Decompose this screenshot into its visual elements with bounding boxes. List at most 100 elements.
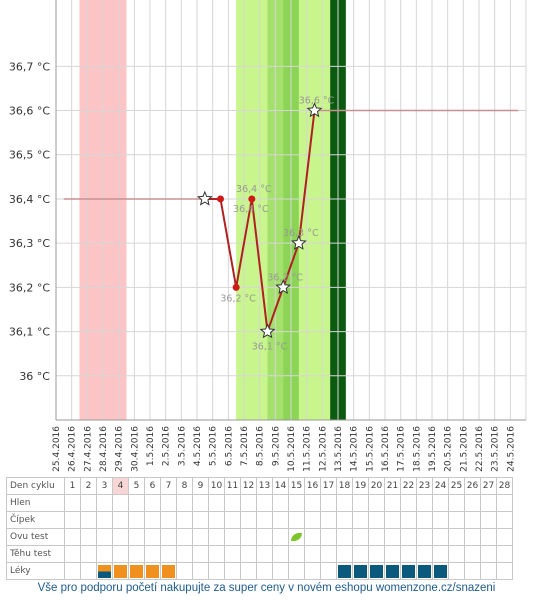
day-cell[interactable] <box>160 528 177 546</box>
day-cell[interactable]: 12 <box>240 477 257 495</box>
day-cell[interactable] <box>304 562 321 580</box>
day-cell[interactable]: 17 <box>320 477 337 495</box>
day-cell[interactable] <box>336 511 353 529</box>
day-cell[interactable] <box>256 528 273 546</box>
day-cell[interactable] <box>480 545 497 563</box>
day-cell[interactable] <box>208 494 225 512</box>
day-cell[interactable] <box>480 511 497 529</box>
day-cell[interactable] <box>112 528 129 546</box>
day-cell[interactable]: 22 <box>400 477 417 495</box>
day-cell[interactable] <box>448 562 465 580</box>
day-cell[interactable]: 16 <box>304 477 321 495</box>
day-cell[interactable]: 26 <box>464 477 481 495</box>
day-cell[interactable]: 8 <box>176 477 193 495</box>
day-cell[interactable] <box>64 545 81 563</box>
day-cell[interactable] <box>96 562 113 580</box>
day-cell[interactable] <box>464 528 481 546</box>
day-cell[interactable] <box>400 511 417 529</box>
day-cell[interactable] <box>272 545 289 563</box>
day-cell[interactable] <box>432 545 449 563</box>
day-cell[interactable] <box>304 545 321 563</box>
day-cell[interactable] <box>464 511 481 529</box>
day-cell[interactable] <box>224 562 241 580</box>
day-cell[interactable]: 1 <box>64 477 81 495</box>
day-cell[interactable] <box>128 494 145 512</box>
day-cell[interactable] <box>64 511 81 529</box>
day-cell[interactable] <box>80 511 97 529</box>
day-cell[interactable] <box>192 562 209 580</box>
day-cell[interactable]: 10 <box>208 477 225 495</box>
day-cell[interactable] <box>192 494 209 512</box>
day-cell[interactable]: 9 <box>192 477 209 495</box>
day-cell[interactable] <box>496 562 513 580</box>
day-cell[interactable] <box>384 562 401 580</box>
day-cell[interactable] <box>224 545 241 563</box>
day-cell[interactable] <box>224 494 241 512</box>
day-cell[interactable] <box>288 494 305 512</box>
day-cell[interactable] <box>448 511 465 529</box>
day-cell[interactable] <box>240 511 257 529</box>
day-cell[interactable]: 27 <box>480 477 497 495</box>
day-cell[interactable] <box>320 545 337 563</box>
day-cell[interactable] <box>400 562 417 580</box>
day-cell[interactable] <box>256 545 273 563</box>
day-cell[interactable]: 21 <box>384 477 401 495</box>
day-cell[interactable] <box>128 562 145 580</box>
day-cell[interactable] <box>496 545 513 563</box>
day-cell[interactable] <box>336 494 353 512</box>
day-cell[interactable] <box>96 494 113 512</box>
day-cell[interactable]: 7 <box>160 477 177 495</box>
day-cell[interactable] <box>320 562 337 580</box>
day-cell[interactable] <box>416 528 433 546</box>
day-cell[interactable] <box>240 562 257 580</box>
day-cell[interactable] <box>192 511 209 529</box>
day-cell[interactable] <box>320 511 337 529</box>
day-cell[interactable] <box>352 494 369 512</box>
day-cell[interactable] <box>368 528 385 546</box>
day-cell[interactable] <box>64 562 81 580</box>
day-cell[interactable] <box>384 545 401 563</box>
day-cell[interactable] <box>432 511 449 529</box>
day-cell[interactable] <box>176 528 193 546</box>
day-cell[interactable] <box>144 494 161 512</box>
day-cell[interactable] <box>320 494 337 512</box>
day-cell[interactable]: 14 <box>272 477 289 495</box>
day-cell[interactable] <box>400 528 417 546</box>
day-cell[interactable] <box>480 494 497 512</box>
day-cell[interactable] <box>288 562 305 580</box>
day-cell[interactable] <box>208 562 225 580</box>
day-cell[interactable] <box>368 545 385 563</box>
day-cell[interactable] <box>400 494 417 512</box>
day-cell[interactable] <box>384 528 401 546</box>
day-cell[interactable] <box>432 494 449 512</box>
day-cell[interactable] <box>80 545 97 563</box>
day-cell[interactable]: 15 <box>288 477 305 495</box>
day-cell[interactable]: 20 <box>368 477 385 495</box>
day-cell[interactable] <box>224 511 241 529</box>
day-cell[interactable] <box>256 494 273 512</box>
day-cell[interactable] <box>496 528 513 546</box>
day-cell[interactable] <box>384 511 401 529</box>
day-cell[interactable] <box>352 545 369 563</box>
day-cell[interactable] <box>160 545 177 563</box>
day-cell[interactable] <box>128 528 145 546</box>
day-cell[interactable] <box>384 494 401 512</box>
footer-link[interactable]: Vše pro podporu početí nakupujte za supe… <box>37 582 496 594</box>
day-cell[interactable]: 11 <box>224 477 241 495</box>
day-cell[interactable] <box>464 562 481 580</box>
day-cell[interactable] <box>432 528 449 546</box>
day-cell[interactable] <box>128 511 145 529</box>
day-cell[interactable]: 2 <box>80 477 97 495</box>
day-cell[interactable] <box>400 545 417 563</box>
day-cell[interactable] <box>272 528 289 546</box>
day-cell[interactable] <box>112 545 129 563</box>
day-cell[interactable] <box>416 562 433 580</box>
day-cell[interactable] <box>304 528 321 546</box>
day-cell[interactable] <box>128 545 145 563</box>
day-cell[interactable] <box>144 545 161 563</box>
day-cell[interactable] <box>208 528 225 546</box>
day-cell[interactable] <box>176 494 193 512</box>
day-cell[interactable] <box>240 545 257 563</box>
day-cell[interactable] <box>336 528 353 546</box>
day-cell[interactable] <box>416 545 433 563</box>
